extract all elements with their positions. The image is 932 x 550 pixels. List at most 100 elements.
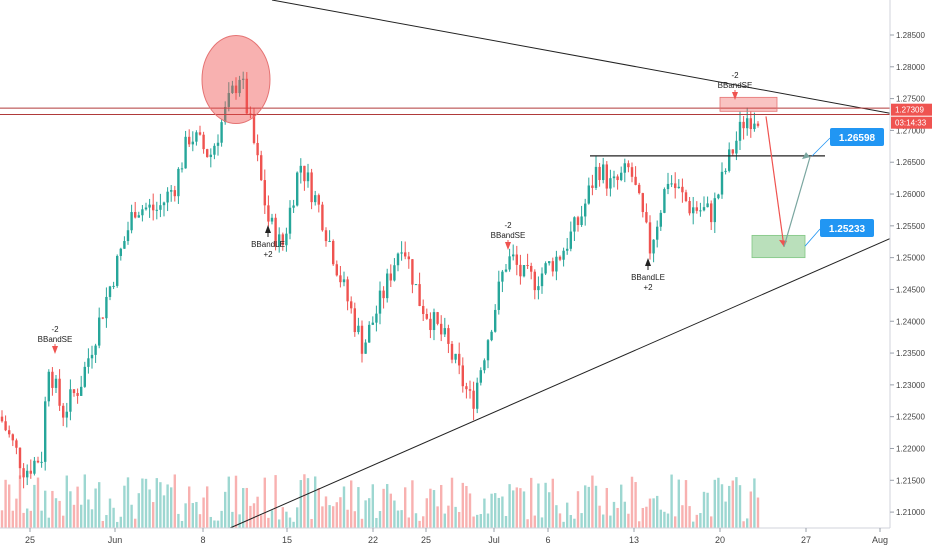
volume-bar [166, 484, 169, 528]
candle-body [324, 230, 328, 242]
volume-bar [206, 486, 209, 528]
volume-bar [400, 510, 403, 528]
candle-body [519, 264, 522, 277]
volume-bar [278, 519, 281, 528]
candle-body [360, 325, 364, 354]
price-tick-label: 1.26000 [896, 190, 925, 199]
price-tick-label: 1.25000 [896, 254, 925, 263]
time-tick-label: 25 [25, 535, 35, 545]
candle-body [328, 240, 331, 242]
candle-body [112, 285, 115, 287]
candle-body [735, 140, 738, 154]
candle-body [544, 263, 547, 274]
candle-body [461, 365, 464, 387]
time-axis[interactable]: 25 Jun 8 15 22 25 Jul 6 13 20 27 Aug [0, 527, 890, 545]
price-tick-label: 1.25500 [896, 222, 925, 231]
candle-body [267, 205, 270, 222]
volume-bar [713, 479, 716, 528]
descending-trendline [271, 0, 891, 114]
time-tick-label: 27 [801, 535, 811, 545]
candle-body [522, 265, 526, 277]
candle-body [317, 195, 320, 205]
candle-body [602, 164, 605, 181]
volume-bar [65, 475, 68, 528]
candle-body [713, 198, 716, 223]
volume-bar [720, 484, 724, 528]
volume-bar [699, 513, 702, 528]
volume-bar [692, 521, 695, 528]
candle-body [306, 172, 310, 182]
target-up-label: 1.26598 [839, 133, 876, 144]
volume-bar [515, 487, 518, 528]
candle-body [663, 189, 666, 213]
volume-bar [594, 485, 598, 528]
volume-bar [33, 484, 36, 528]
candle-body [681, 186, 684, 193]
volume-bar [494, 493, 497, 528]
volume-bar [422, 516, 425, 528]
candle-body [292, 205, 295, 208]
candle-body [378, 290, 382, 314]
candle-body [152, 204, 155, 211]
candle-body [728, 149, 731, 171]
candle-body [159, 205, 162, 210]
candle-body [458, 353, 461, 366]
volume-bar [324, 496, 328, 528]
volume-bar [350, 480, 353, 528]
candle-body [699, 210, 702, 212]
volume-bar [112, 507, 115, 528]
volume-bar [566, 502, 569, 528]
volume-bar [29, 510, 32, 528]
candle-body [274, 217, 277, 247]
candle-body [116, 255, 119, 286]
volume-bar [544, 482, 547, 528]
candle-body [216, 142, 220, 146]
candle-body [350, 301, 353, 309]
candle-body [393, 265, 396, 281]
candle-body [72, 389, 76, 394]
volume-bar [404, 487, 407, 528]
candle-body [566, 248, 569, 251]
volume-bar [310, 518, 313, 528]
volume-bar [357, 487, 360, 528]
volume-bar [72, 504, 76, 528]
volume-bar [728, 485, 731, 528]
price-tick-label: 1.27500 [896, 95, 925, 104]
candle-body [731, 149, 734, 154]
volume-bar [98, 482, 101, 528]
volume-bar [270, 510, 274, 528]
volume-bar [94, 488, 97, 528]
volume-bar [274, 475, 277, 528]
candle-body [245, 78, 248, 114]
volume-bar [162, 495, 166, 528]
candle-body [69, 389, 72, 412]
volume-bar [220, 510, 223, 528]
candle-body [558, 256, 562, 260]
candle-body [206, 149, 209, 158]
candle-body [641, 193, 644, 213]
candle-body [260, 155, 263, 181]
volume-bar [195, 501, 198, 528]
candle-body [58, 378, 61, 406]
candle-body [144, 207, 148, 210]
candle-body [429, 318, 432, 331]
volume-bar [108, 498, 112, 528]
volume-bar [533, 515, 536, 528]
current-price-badge [891, 103, 932, 116]
candle-body [238, 79, 241, 94]
volume-bar [695, 514, 698, 528]
volume-bar [576, 491, 580, 528]
time-tick-label: Jun [108, 535, 123, 545]
candle-body [515, 254, 518, 265]
volume-bar [382, 488, 385, 528]
price-axis[interactable]: 1.28500 1.28000 1.27500 1.27000 1.26500 1.260… [889, 0, 932, 528]
projection-up-arrowhead [802, 152, 810, 160]
candle-body [195, 132, 198, 142]
candle-body [173, 190, 176, 197]
candle-body [548, 261, 551, 264]
candle-body [198, 132, 202, 135]
volume-bar [429, 488, 432, 528]
candle-body [87, 358, 90, 367]
signal-label-top: -2 [504, 221, 512, 230]
